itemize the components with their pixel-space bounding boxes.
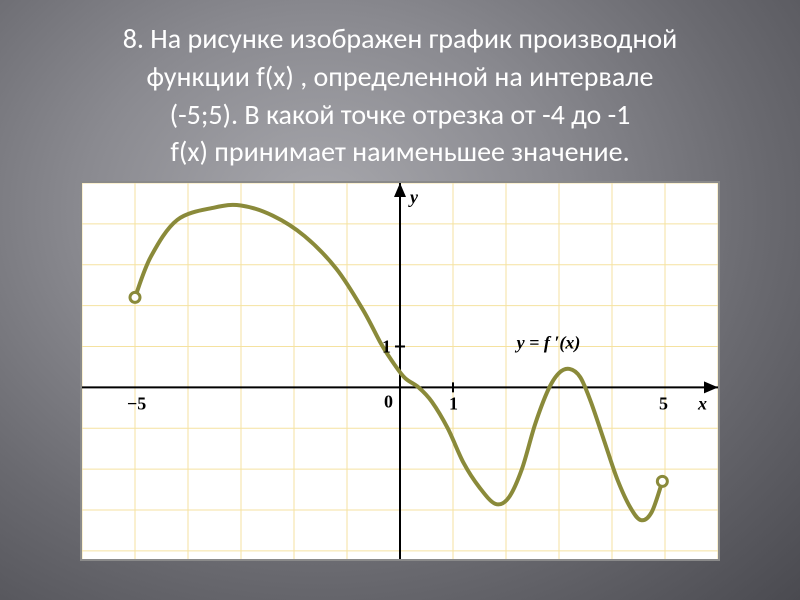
title-line4: f(x) принимает наименьшее значение. <box>170 134 629 169</box>
svg-text:1: 1 <box>449 394 458 414</box>
title-line3: (-5;5). В какой точке отрезка от -4 до -… <box>170 97 631 132</box>
svg-text:y: y <box>408 187 419 207</box>
svg-text:−5: −5 <box>127 394 146 414</box>
svg-text:0: 0 <box>384 392 393 412</box>
svg-text:5: 5 <box>659 394 668 414</box>
chart-container: y x −5 5 0 1 1 y = f ′(x) <box>80 181 720 561</box>
title-line1: 8. На рисунке изображен график производн… <box>123 21 678 56</box>
svg-text:y = f ′(x): y = f ′(x) <box>515 333 581 354</box>
slide: 8. На рисунке изображен график производн… <box>0 0 800 600</box>
problem-title: 8. На рисунке изображен график производн… <box>40 20 760 171</box>
svg-text:x: x <box>697 394 707 414</box>
svg-text:1: 1 <box>382 337 391 357</box>
chart-svg: y x −5 5 0 1 1 y = f ′(x) <box>82 183 718 559</box>
title-line2: функции f(x) , определенной на интервале <box>147 59 654 94</box>
